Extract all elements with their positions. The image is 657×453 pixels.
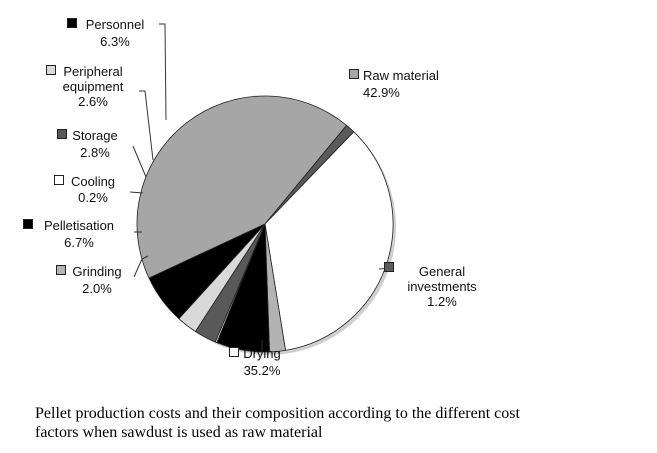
slice-label-raw-material: Raw material: [363, 68, 439, 83]
slice-label-cooling: Cooling: [71, 174, 115, 189]
leader-line-grinding: [133, 255, 149, 278]
legend-swatch-raw-material: [349, 69, 359, 79]
slice-label-personnel: Personnel: [86, 17, 145, 32]
slice-percent-personnel: 6.3%: [100, 34, 130, 49]
legend-swatch-cooling: [54, 175, 64, 185]
caption-line-2: factors when sawdust is used as raw mate…: [35, 424, 323, 441]
legend-swatch-drying: [229, 347, 239, 357]
slice-percent-grinding: 2.0%: [82, 281, 112, 296]
legend-swatch-pelletisation: [23, 219, 33, 229]
pie-slice-raw-material: [136, 95, 347, 279]
caption-line-1: Pellet production costs and their compos…: [35, 405, 520, 422]
slice-label-grinding: Grinding: [72, 264, 121, 279]
legend-swatch-peripheral-equipment: [46, 65, 56, 75]
leader-line-peripheral-equipment: [139, 90, 154, 161]
slice-percent-drying: 35.2%: [244, 363, 281, 378]
slice-label-storage: Storage: [72, 128, 118, 143]
slice-percent-cooling: 0.2%: [78, 190, 108, 205]
legend-swatch-grinding: [56, 265, 66, 275]
slice-percent-storage: 2.8%: [80, 145, 110, 160]
slice-label-general-investments: General: [419, 264, 465, 279]
slice-label-drying: Drying: [243, 346, 281, 361]
legend-swatch-storage: [57, 129, 67, 139]
leader-line-cooling: [129, 191, 144, 194]
pie-slice-personnel: [148, 223, 266, 320]
slice-percent-pelletisation: 6.7%: [64, 235, 94, 250]
leader-line-storage: [132, 145, 147, 178]
slice-label-pelletisation: Pelletisation: [44, 218, 114, 233]
figure-caption: Pellet production costs and their compos…: [35, 404, 650, 442]
slice-label-peripheral-equipment: Peripheral: [63, 64, 122, 79]
slice-percent-raw-material: 42.9%: [363, 85, 400, 100]
legend-swatch-personnel: [67, 18, 77, 28]
slice-label-peripheral-equipment: equipment: [63, 79, 124, 94]
slice-percent-peripheral-equipment: 2.6%: [78, 94, 108, 109]
legend-swatch-general-investments: [384, 262, 394, 272]
slice-percent-general-investments: 1.2%: [427, 294, 457, 309]
slice-label-general-investments: investments: [407, 279, 477, 294]
leader-line-personnel: [159, 23, 167, 121]
